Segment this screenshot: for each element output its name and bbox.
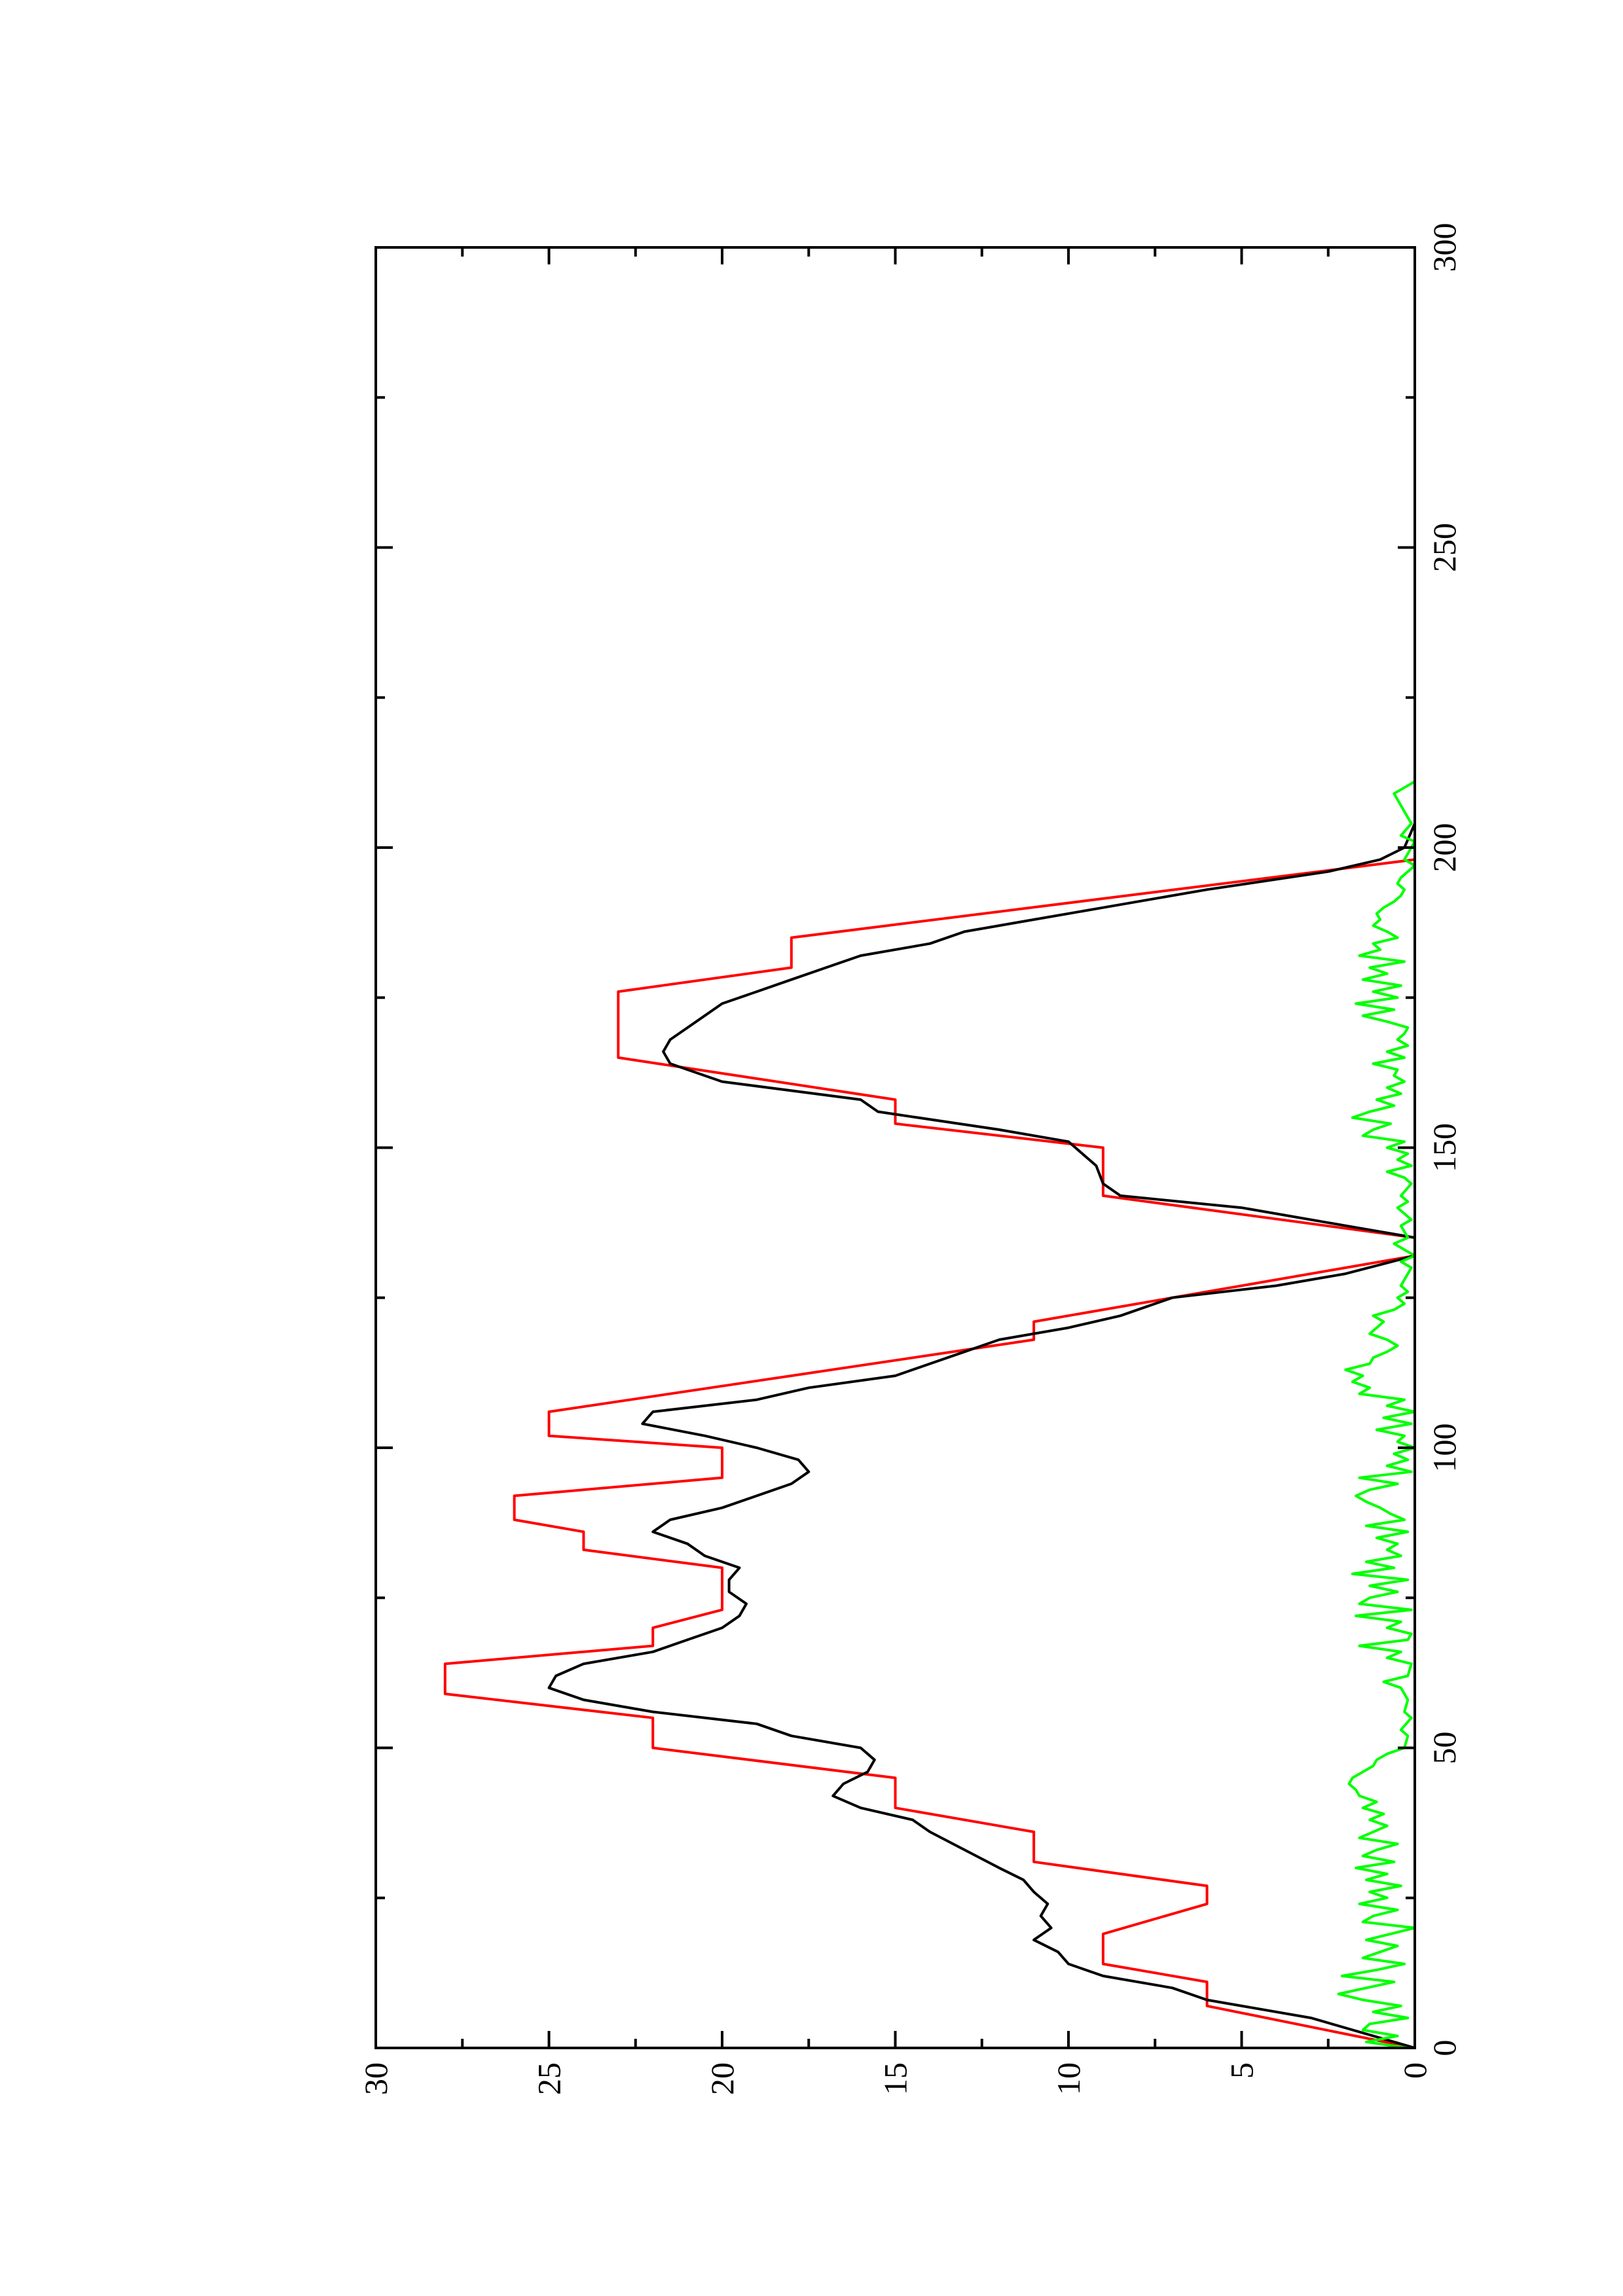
x-tick-label: 250 — [1426, 523, 1463, 572]
y-tick-labels: 0 5 10 15 20 25 30 — [357, 2062, 1433, 2095]
x-tick-label: 100 — [1426, 1424, 1463, 1473]
series-line-2 — [547, 787, 1416, 2049]
x-tick-label: 300 — [1426, 223, 1463, 272]
series-line-1 — [443, 858, 1416, 2049]
x-tick-labels: 0 50 100 150 200 250 300 — [1426, 223, 1463, 2056]
x-tick-label: 150 — [1426, 1123, 1463, 1172]
y-tick-label: 5 — [1224, 2062, 1260, 2079]
series-line-3 — [1337, 780, 1416, 2049]
y-tick-label: 20 — [704, 2062, 740, 2095]
y-tick-label: 30 — [357, 2062, 394, 2095]
x-tick-label: 0 — [1426, 2040, 1463, 2056]
y-tick-label: 15 — [877, 2062, 914, 2095]
series-layer — [443, 780, 1416, 2049]
rotated-plot: 0 50 100 150 200 250 300 0 5 10 15 20 25… — [357, 223, 1463, 2096]
tick-layer — [376, 247, 1415, 2048]
x-tick-label: 50 — [1426, 1732, 1463, 1765]
y-tick-label: 10 — [1050, 2062, 1087, 2095]
y-tick-label: 0 — [1396, 2062, 1433, 2079]
x-tick-label: 200 — [1426, 823, 1463, 872]
y-tick-label: 25 — [531, 2062, 568, 2095]
